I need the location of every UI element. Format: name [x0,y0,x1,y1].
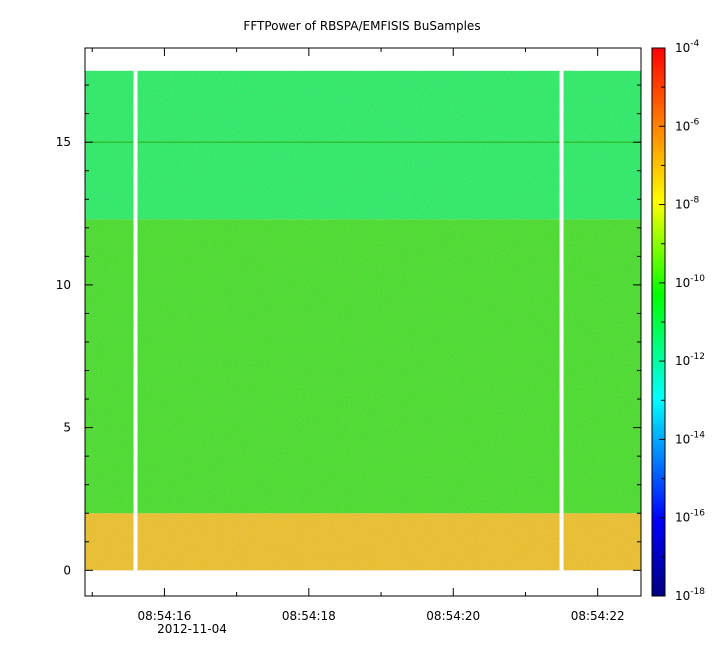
y-tick-label: 10 [56,278,71,292]
plot-area [85,70,641,571]
chart-title: FFTPower of RBSPA/EMFISIS BuSamples [243,19,480,33]
data-gap-0 [133,70,138,571]
colorbar-tick-label: 10-6 [675,117,700,133]
y-axis: 0 5 10 15 [56,84,641,577]
data-gap-1 [559,70,564,571]
colorbar-tick-label: 10-10 [675,274,705,290]
colorbar-tick-label: 10-12 [675,352,705,368]
x-tick-label: 08:54:16 [137,609,191,623]
colorbar-tick-label: 10-8 [675,196,700,212]
x-tick-label: 08:54:18 [282,609,336,623]
y-tick-label: 0 [63,563,71,577]
colorbar-tick-label: 10-16 [675,509,705,525]
colorbar-tick-label: 10-18 [675,587,705,603]
x-tick-label: 08:54:22 [571,609,625,623]
noise-texture [85,70,641,571]
y-tick-label: 5 [63,421,71,435]
y-tick-label: 15 [56,135,71,149]
x-date-label: 2012-11-04 [157,622,227,636]
x-tick-label: 08:54:20 [426,609,480,623]
colorbar-tick-label: 10-14 [675,430,705,446]
colorbar-axis: 10-4 10-6 10-8 10-10 10-12 10-14 10-16 10-18 [659,39,705,603]
plot-frame [84,47,642,597]
x-axis: 08:54:16 08:54:18 08:54:20 08:54:22 [91,48,625,623]
colorbar-tick-label: 10-4 [675,39,700,55]
